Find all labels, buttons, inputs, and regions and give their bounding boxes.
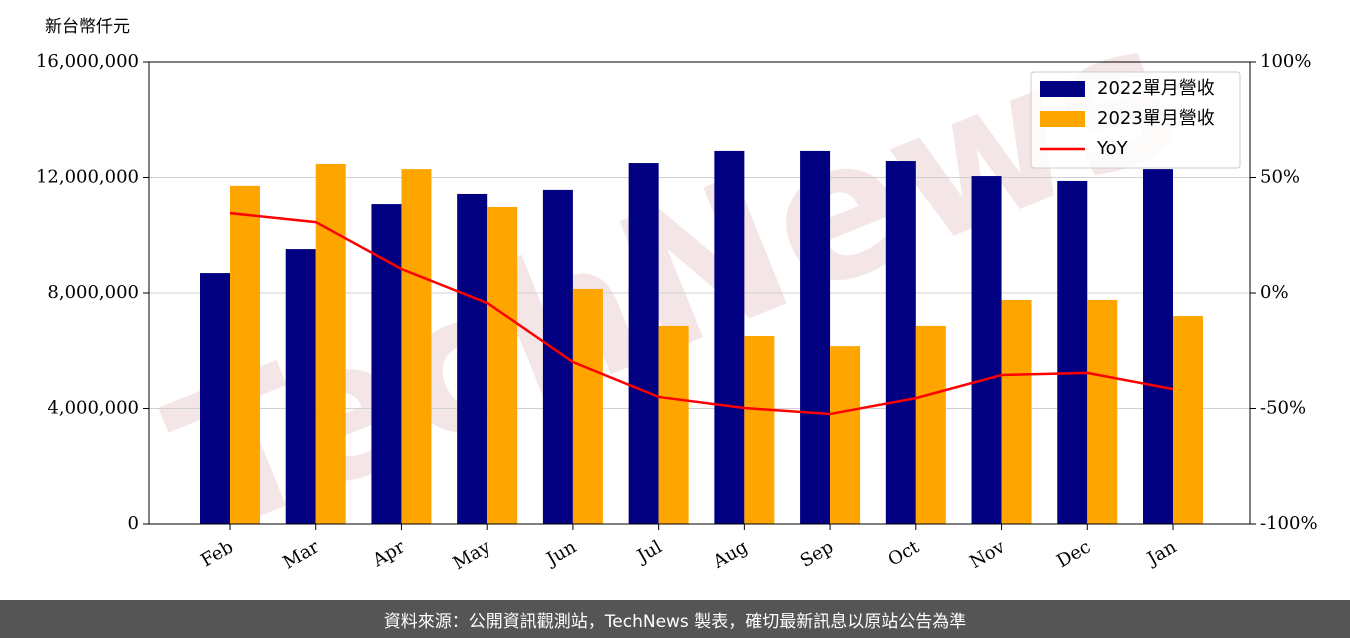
y2-tick-label: 50% [1260, 167, 1300, 188]
legend-label: 2023單月營收 [1097, 108, 1215, 129]
bar [230, 185, 261, 524]
bar [1173, 316, 1204, 524]
chart: 新台幣仟元 TechNews04,000,0008,000,00012,000,… [36, 0, 1318, 578]
bar [199, 273, 230, 524]
bar [885, 161, 916, 524]
y-tick-label: 16,000,000 [36, 51, 139, 72]
x-tick-label: Jul [632, 536, 666, 568]
bar [628, 163, 659, 524]
x-tick-label: Jun [541, 536, 580, 571]
bar [1087, 299, 1118, 524]
x-tick-label: Sep [797, 536, 837, 571]
x-tick-label: Apr [368, 536, 408, 571]
bar [457, 193, 488, 525]
bar [915, 325, 946, 524]
legend-swatch [1040, 111, 1085, 127]
bar [1001, 299, 1032, 524]
bar [1057, 180, 1088, 524]
y-tick-label: 12,000,000 [36, 167, 139, 188]
bar [487, 206, 518, 524]
legend-label: YoY [1096, 138, 1129, 159]
bar [401, 169, 432, 524]
y2-tick-label: 100% [1260, 51, 1311, 72]
bar [315, 163, 346, 524]
bar [572, 288, 603, 524]
y2-tick-label: -100% [1260, 513, 1318, 534]
bar [542, 189, 573, 524]
bar [800, 150, 831, 524]
bar [971, 176, 1002, 524]
x-tick-label: May [450, 536, 495, 574]
bar [744, 336, 775, 524]
legend-swatch [1040, 81, 1085, 97]
bar [285, 249, 316, 525]
y-tick-label: 8,000,000 [47, 282, 139, 303]
x-tick-label: Nov [966, 536, 1009, 573]
x-tick-label: Oct [885, 536, 924, 571]
footer: 資料來源：公開資訊觀測站，TechNews 製表，確切最新訊息以原站公告為準 [0, 600, 1350, 638]
line [229, 211, 1174, 416]
y2-tick-label: -50% [1260, 398, 1306, 419]
bar [1142, 169, 1173, 524]
y-tick-label: 0 [128, 513, 139, 534]
y-axis-label: 新台幣仟元 [45, 17, 130, 37]
y2-tick-label: 0% [1260, 282, 1289, 303]
legend-label: 2022單月營收 [1097, 78, 1215, 99]
bar [658, 325, 689, 524]
x-tick-label: Jan [1142, 536, 1180, 570]
x-tick-label: Aug [709, 536, 752, 573]
bar [371, 204, 402, 524]
plot-frame [148, 61, 1251, 525]
bar [714, 150, 745, 524]
bar [830, 346, 861, 524]
y-tick-label: 4,000,000 [47, 398, 139, 419]
x-tick-label: Dec [1053, 536, 1094, 572]
